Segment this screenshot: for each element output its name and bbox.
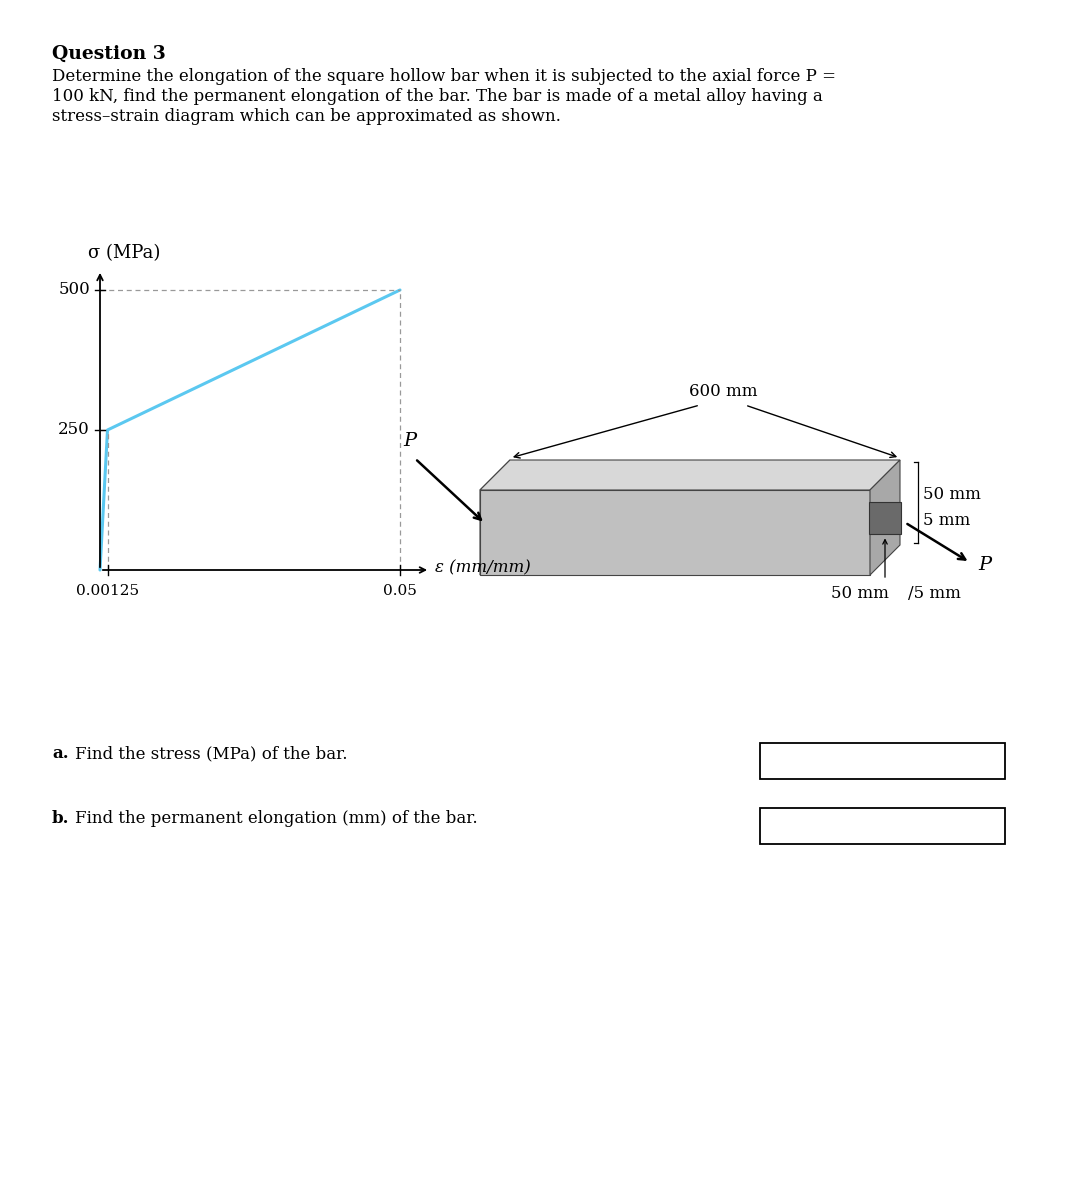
Text: a.: a. — [52, 745, 68, 762]
Text: 50 mm: 50 mm — [923, 486, 981, 503]
Text: 0.00125: 0.00125 — [76, 584, 139, 598]
Text: 0.05: 0.05 — [383, 584, 417, 598]
Text: Question 3: Question 3 — [52, 45, 166, 63]
Text: P: P — [403, 432, 416, 450]
Text: stress–strain diagram which can be approximated as shown.: stress–strain diagram which can be appro… — [52, 107, 561, 125]
Text: b.: b. — [52, 810, 70, 827]
Text: 500: 500 — [58, 282, 90, 298]
Text: 50 mm: 50 mm — [831, 585, 889, 602]
Text: 100 kN, find the permanent elongation of the bar. The bar is made of a metal all: 100 kN, find the permanent elongation of… — [52, 88, 823, 105]
Polygon shape — [480, 460, 900, 490]
Polygon shape — [480, 490, 870, 576]
Text: Determine the elongation of the square hollow bar when it is subjected to the ax: Determine the elongation of the square h… — [52, 68, 836, 85]
Text: P: P — [978, 555, 991, 573]
Text: σ (MPa): σ (MPa) — [88, 244, 160, 261]
Text: 5 mm: 5 mm — [923, 512, 970, 529]
FancyBboxPatch shape — [760, 743, 1005, 778]
Text: Find the stress (MPa) of the bar.: Find the stress (MPa) of the bar. — [75, 745, 348, 762]
FancyBboxPatch shape — [760, 808, 1005, 844]
Text: Find the permanent elongation (mm) of the bar.: Find the permanent elongation (mm) of th… — [75, 810, 477, 827]
Polygon shape — [480, 460, 510, 576]
Text: 600 mm: 600 mm — [689, 383, 758, 400]
Polygon shape — [870, 460, 900, 576]
Text: ε (mm/mm): ε (mm/mm) — [435, 560, 531, 577]
Text: /5 mm: /5 mm — [908, 585, 961, 602]
Text: 250: 250 — [58, 421, 90, 438]
Polygon shape — [869, 501, 901, 534]
